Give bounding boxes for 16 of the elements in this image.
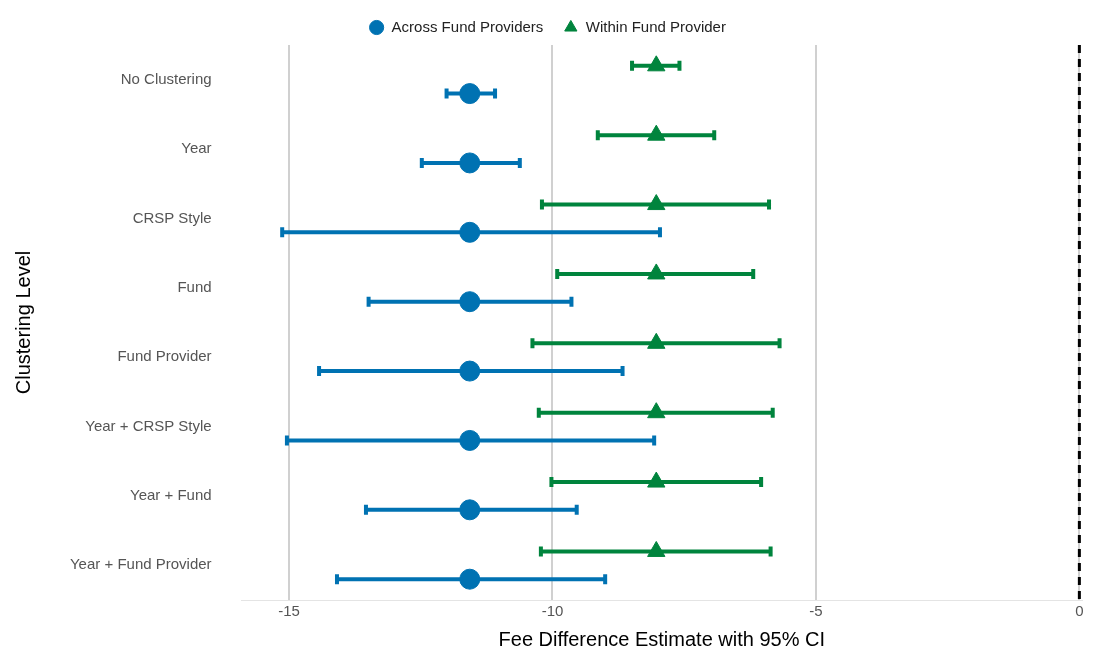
y-tick-label: CRSP Style [132,208,212,226]
y-tick-label: Year + CRSP Style [85,416,212,434]
x-axis-title: Fee Difference Estimate with 95% CI [498,627,826,650]
x-tick-label: 0 [1075,602,1084,620]
x-tick-label: -10 [541,602,564,620]
y-tick-label: Year [181,139,212,157]
x-tick-label: -5 [809,602,823,620]
legend-label: Across Fund Providers [391,17,544,35]
y-tick-label: Fund [177,277,212,295]
y-tick-label: Year + Fund [130,486,212,504]
y-tick-label: Year + Fund Provider [69,555,212,573]
y-tick-label: Fund Provider [117,347,212,365]
y-tick-label: No Clustering [120,69,212,87]
y-axis-title: Clustering Level [11,250,34,395]
legend-label: Within Fund Provider [585,17,726,35]
x-tick-label: -15 [278,602,300,620]
